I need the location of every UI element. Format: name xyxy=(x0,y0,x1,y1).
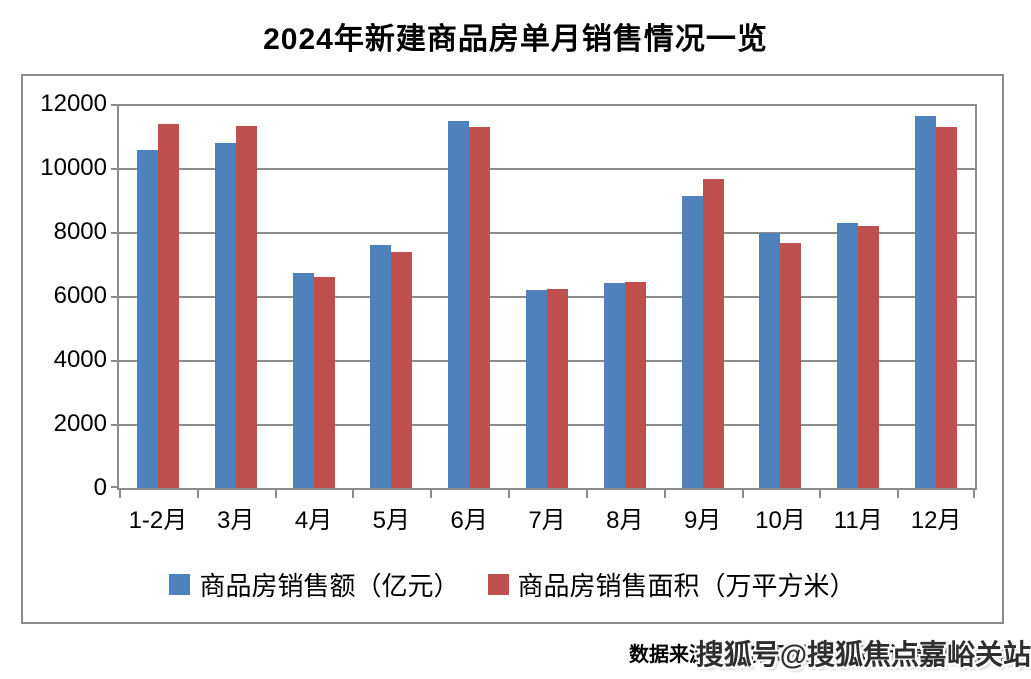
bar-sales-amount xyxy=(603,283,625,488)
bar-sales-area xyxy=(391,251,413,488)
bar-sales-area xyxy=(936,127,958,488)
bar-sales-area xyxy=(157,124,179,488)
legend-entry-sales-amount: 商品房销售额（亿元） xyxy=(169,566,460,603)
y-axis-tick-label: 12000 xyxy=(40,90,107,117)
y-axis-tick-label: 6000 xyxy=(53,282,107,309)
x-axis-tick-mark xyxy=(430,490,433,498)
gridline xyxy=(119,168,975,170)
bar-sales-area xyxy=(547,288,568,488)
x-axis-tick-mark xyxy=(274,490,277,498)
y-axis-tick-label: 8000 xyxy=(53,218,107,246)
bar-sales-amount xyxy=(292,273,314,488)
legend-label-sales-area: 商品房销售面积（万平方米） xyxy=(517,572,856,601)
y-axis-tick-mark xyxy=(111,424,119,427)
y-axis-tick-label: 0 xyxy=(93,474,107,501)
gridline xyxy=(119,104,975,106)
bar-sales-area xyxy=(624,281,646,488)
bar-sales-area xyxy=(858,225,880,488)
x-axis-category-label: 9月 xyxy=(683,507,722,534)
legend-entry-sales-area: 商品房销售面积（万平方米） xyxy=(487,566,856,603)
x-axis-category-label: 12月 xyxy=(910,507,962,534)
x-axis-category-label: 8月 xyxy=(606,507,644,534)
y-axis-tick-mark xyxy=(111,232,119,235)
x-axis-category-label: 4月 xyxy=(294,507,333,534)
legend-swatch-blue-icon xyxy=(169,574,191,595)
bar-sales-amount xyxy=(214,142,236,488)
legend-label-sales-amount: 商品房销售额（亿元） xyxy=(199,572,460,601)
x-axis-category-label: 10月 xyxy=(755,507,806,534)
bar-sales-area xyxy=(313,277,335,488)
x-axis-category-label: 6月 xyxy=(450,507,488,534)
x-axis-tick-mark xyxy=(741,490,744,498)
x-axis-category-label: 7月 xyxy=(528,507,566,534)
bar-sales-amount xyxy=(526,289,547,488)
x-axis-tick-mark xyxy=(973,490,975,498)
x-axis-tick-mark xyxy=(196,490,199,498)
gridline xyxy=(119,232,975,235)
legend-swatch-red-icon xyxy=(487,574,509,595)
x-axis-tick-mark xyxy=(352,490,355,498)
bar-sales-amount xyxy=(915,116,937,488)
watermark-text: 搜狐号@搜狐焦点嘉峪关站 xyxy=(695,639,1031,670)
x-axis-category-label: 5月 xyxy=(372,507,411,534)
bar-sales-amount xyxy=(448,121,470,488)
x-axis-tick-mark xyxy=(897,490,900,498)
y-axis-tick-mark xyxy=(111,104,119,106)
bar-sales-amount xyxy=(681,195,703,488)
x-axis-tick-mark xyxy=(119,490,121,498)
x-axis-category-label: 3月 xyxy=(217,507,255,534)
x-axis-tick-mark xyxy=(819,490,822,498)
data-source-note: 数据来源：中房网根据国家统计局数据整理 xyxy=(629,644,1009,666)
bar-sales-area xyxy=(780,243,802,488)
chart-frame: 0 2000 4000 6000 8000 10000 12000 1-2月 3月 4月 5月 6月 7… xyxy=(21,74,1004,624)
bar-sales-amount xyxy=(370,244,392,488)
chart-title: 2024年新建商品房单月销售情况一览 xyxy=(263,23,768,56)
x-axis-category-label: 11月 xyxy=(833,507,883,534)
x-axis-tick-mark xyxy=(663,490,666,498)
bar-sales-area xyxy=(702,179,724,488)
bar-sales-amount xyxy=(759,232,781,488)
x-axis-category-label: 1-2月 xyxy=(128,507,188,534)
y-axis-tick-mark xyxy=(111,168,119,170)
y-axis-tick-mark xyxy=(111,486,119,488)
y-axis-tick-label: 2000 xyxy=(53,410,107,438)
plot-area: 0 2000 4000 6000 8000 10000 12000 1-2月 3月 4月 5月 6月 7… xyxy=(40,92,977,534)
bar-sales-area xyxy=(469,127,491,488)
y-axis-tick-mark xyxy=(111,296,119,298)
x-axis-tick-mark xyxy=(585,490,588,498)
bar-sales-area xyxy=(235,126,257,488)
y-axis-tick-mark xyxy=(111,360,119,363)
y-axis-tick-label: 4000 xyxy=(53,346,107,374)
bar-sales-amount xyxy=(136,149,158,488)
bar-sales-amount xyxy=(837,223,859,488)
x-axis-tick-mark xyxy=(508,490,511,498)
y-axis-tick-label: 10000 xyxy=(40,154,107,181)
chart-legend: 商品房销售额（亿元） 商品房销售面积（万平方米） xyxy=(23,566,1002,603)
